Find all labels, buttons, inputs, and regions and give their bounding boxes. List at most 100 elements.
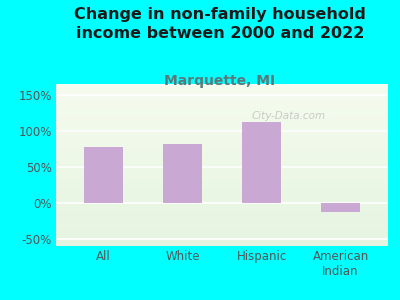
Bar (56, 92, 388, 94)
Bar (56, 97, 388, 99)
Bar (56, 189, 388, 191)
Bar (56, 129, 388, 131)
Bar (56, 201, 388, 202)
Bar (56, 218, 388, 220)
Bar (56, 220, 388, 222)
Bar (56, 215, 388, 217)
Bar (56, 193, 388, 194)
Bar (56, 100, 388, 102)
Text: Marquette, MI: Marquette, MI (164, 74, 276, 88)
Bar (56, 176, 388, 178)
Bar (56, 226, 388, 228)
Bar (56, 139, 388, 141)
Bar (56, 191, 388, 193)
Bar (56, 181, 388, 183)
Bar (56, 197, 388, 199)
Text: Change in non-family household
income between 2000 and 2022: Change in non-family household income be… (74, 8, 366, 41)
Bar (56, 112, 388, 113)
Text: City-Data.com: City-Data.com (251, 111, 326, 122)
Bar (56, 212, 388, 214)
Bar (56, 235, 388, 236)
Bar (321, 203, 360, 212)
Bar (56, 196, 388, 197)
Bar (56, 183, 388, 184)
Bar (56, 149, 388, 150)
Bar (56, 123, 388, 124)
Bar (56, 142, 388, 144)
Bar (56, 95, 388, 97)
Bar (56, 152, 388, 154)
Bar (56, 116, 388, 118)
Bar (56, 217, 388, 218)
Bar (56, 105, 388, 107)
Bar (242, 122, 281, 203)
Bar (56, 164, 388, 165)
Bar (56, 223, 388, 225)
Bar (56, 228, 388, 230)
Bar (56, 244, 388, 246)
Bar (56, 110, 388, 112)
Bar (56, 207, 388, 209)
Bar (56, 162, 388, 164)
Bar (56, 141, 388, 142)
Bar (56, 172, 388, 173)
Bar (56, 155, 388, 157)
Bar (56, 121, 388, 123)
Bar (56, 146, 388, 147)
Bar (56, 173, 388, 175)
Bar (56, 115, 388, 116)
Bar (56, 168, 388, 170)
Bar (56, 126, 388, 128)
Bar (56, 167, 388, 168)
Bar (56, 147, 388, 149)
Bar (56, 206, 388, 207)
Bar (56, 85, 388, 87)
Bar (56, 188, 388, 189)
Bar (56, 202, 388, 204)
Bar (56, 194, 388, 196)
Bar (56, 236, 388, 238)
Bar (56, 103, 388, 105)
Bar (56, 160, 388, 162)
Bar (56, 89, 388, 91)
Bar (56, 144, 388, 146)
Bar (56, 222, 388, 223)
Bar (56, 158, 388, 160)
Bar (56, 165, 388, 166)
Bar (56, 108, 388, 110)
Bar (56, 120, 388, 121)
Bar (56, 204, 388, 206)
Bar (56, 131, 388, 133)
Bar (56, 214, 388, 215)
Bar (56, 239, 388, 241)
Bar (56, 241, 388, 243)
Bar (56, 238, 388, 239)
Bar (56, 102, 388, 103)
Bar (56, 157, 388, 158)
Bar (56, 113, 388, 115)
Bar (56, 170, 388, 172)
Bar (56, 124, 388, 126)
Bar (56, 184, 388, 186)
Bar (56, 128, 388, 129)
Bar (56, 210, 388, 212)
Bar (56, 91, 388, 92)
Bar (56, 186, 388, 188)
Bar (56, 107, 388, 108)
Bar (56, 230, 388, 231)
Bar (56, 154, 388, 155)
Bar (56, 134, 388, 136)
Bar (163, 144, 202, 203)
Bar (56, 87, 388, 89)
Bar (56, 136, 388, 137)
Bar (56, 133, 388, 134)
Bar (56, 199, 388, 201)
Bar (56, 175, 388, 176)
Bar (56, 99, 388, 100)
Bar (56, 243, 388, 244)
Bar (56, 118, 388, 120)
Bar (56, 209, 388, 210)
Bar (56, 180, 388, 181)
Bar (84, 147, 123, 203)
Bar (56, 233, 388, 235)
